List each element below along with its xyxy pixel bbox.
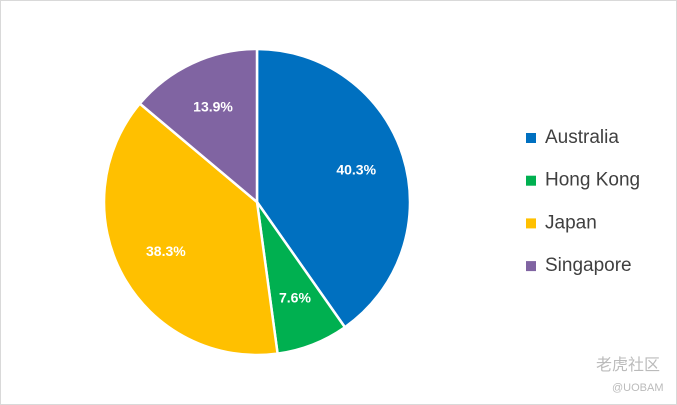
data-label: 40.3% bbox=[336, 161, 376, 177]
legend-swatch bbox=[526, 261, 536, 272]
pie-slice bbox=[102, 101, 279, 357]
pie-slice bbox=[138, 47, 259, 205]
legend-label: Hong Kong bbox=[545, 170, 640, 191]
watermark-handle: @UOBAM bbox=[612, 382, 664, 394]
legend-label: Singapore bbox=[545, 255, 632, 276]
watermark-text: 老虎社区 bbox=[596, 356, 660, 374]
legend-label: Australia bbox=[545, 127, 619, 148]
pie-slice bbox=[255, 47, 412, 329]
legend-label: Japan bbox=[545, 212, 597, 233]
data-label: 38.3% bbox=[146, 243, 186, 259]
legend-swatch bbox=[526, 133, 536, 143]
data-label: 7.6% bbox=[279, 290, 311, 306]
legend-swatch bbox=[526, 218, 536, 229]
legend-swatch bbox=[526, 175, 536, 186]
data-label: 13.9% bbox=[193, 98, 233, 114]
